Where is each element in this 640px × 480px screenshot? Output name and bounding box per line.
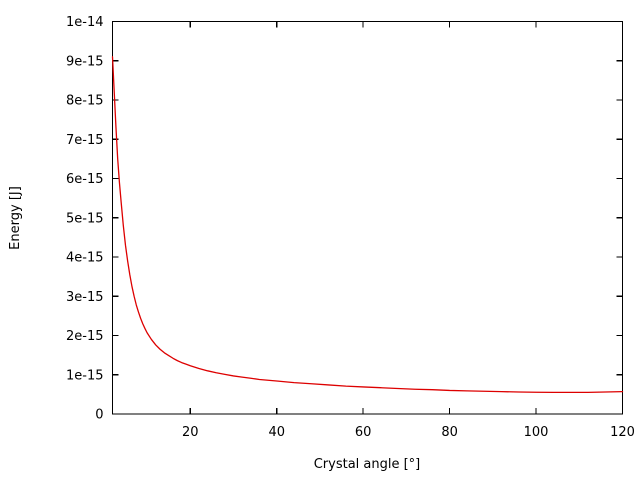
x-tick-label: 80: [441, 425, 458, 440]
y-tick-label: 0: [95, 408, 103, 423]
y-tick-label: 1e-14: [66, 15, 104, 30]
y-axis-ticks: [112, 20, 623, 415]
x-tick-label: 40: [268, 425, 285, 440]
y-tick-label: 4e-15: [66, 251, 104, 266]
x-tick-label: 120: [610, 425, 635, 440]
y-tick-label: 7e-15: [66, 133, 104, 148]
y-axis-title: Energy [J]: [8, 186, 23, 250]
y-tick-label: 9e-15: [66, 54, 104, 69]
x-axis-tick-labels: 20 40 60 80 100 120: [182, 425, 635, 440]
x-tick-label: 20: [182, 425, 199, 440]
x-axis-ticks: [189, 21, 624, 414]
y-tick-label: 2e-15: [66, 329, 104, 344]
data-series-group: [111, 56, 624, 394]
x-axis-title: Crystal angle [°]: [314, 457, 421, 472]
x-tick-label: 100: [524, 425, 549, 440]
x-tick-label: 60: [355, 425, 372, 440]
y-tick-label: 8e-15: [66, 94, 104, 109]
series-line: [111, 56, 624, 394]
y-axis-tick-labels: 0 1e-15 2e-15 3e-15 4e-15 5e-15 6e-15 7e-15 8e-1…: [66, 15, 104, 423]
y-tick-label: 1e-15: [66, 368, 104, 383]
y-tick-label: 6e-15: [66, 172, 104, 187]
y-tick-label: 3e-15: [66, 290, 104, 305]
y-tick-label: 5e-15: [66, 211, 104, 226]
